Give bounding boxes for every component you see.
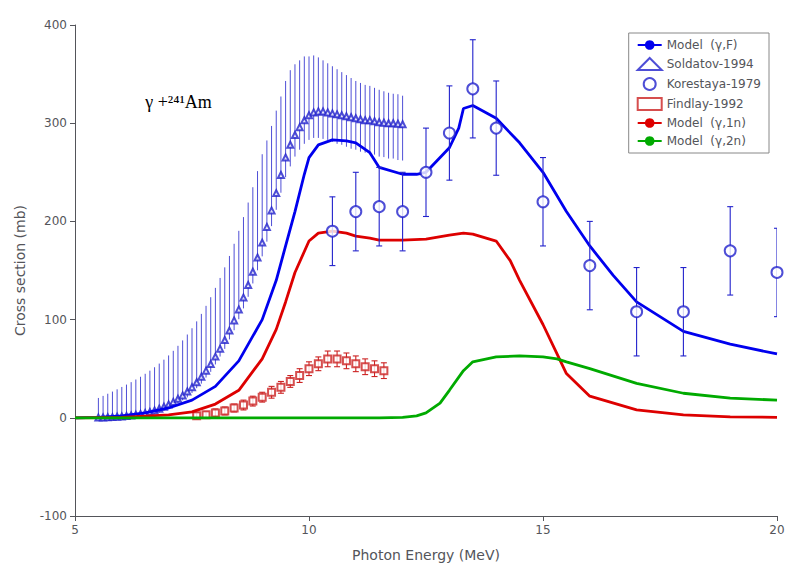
svg-text:Model (γ,2n): Model (γ,2n) xyxy=(667,134,746,148)
svg-text:γ +²⁴¹Am: γ +²⁴¹Am xyxy=(144,92,212,112)
svg-text:Korestaya-1979: Korestaya-1979 xyxy=(667,77,761,91)
svg-text:Soldatov-1994: Soldatov-1994 xyxy=(667,57,754,71)
svg-text:Findlay-1992: Findlay-1992 xyxy=(667,97,744,111)
svg-text:200: 200 xyxy=(44,214,67,228)
svg-text:400: 400 xyxy=(44,18,67,32)
svg-text:10: 10 xyxy=(301,523,316,537)
svg-text:15: 15 xyxy=(535,523,550,537)
svg-text:Photon Energy (MeV): Photon Energy (MeV) xyxy=(352,547,500,563)
svg-text:100: 100 xyxy=(44,313,67,327)
svg-text:0: 0 xyxy=(59,411,67,425)
svg-text:300: 300 xyxy=(44,116,67,130)
svg-text:Model (γ,F): Model (γ,F) xyxy=(667,38,738,52)
svg-text:-100: -100 xyxy=(40,509,67,523)
svg-text:Model (γ,1n): Model (γ,1n) xyxy=(667,116,746,130)
svg-text:Cross section (mb): Cross section (mb) xyxy=(12,205,28,336)
svg-text:5: 5 xyxy=(71,523,79,537)
svg-text:20: 20 xyxy=(769,523,784,537)
